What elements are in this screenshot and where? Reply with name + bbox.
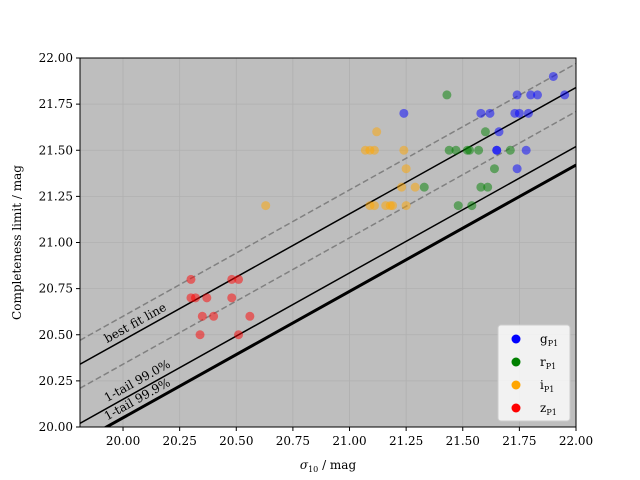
point <box>410 182 420 192</box>
y-tick-label: 20.00 <box>39 420 73 434</box>
point <box>369 145 379 155</box>
fit-line <box>103 163 576 427</box>
point <box>526 90 536 100</box>
point <box>465 145 475 155</box>
point <box>485 108 495 118</box>
y-tick-label: 20.25 <box>39 374 73 388</box>
point <box>521 145 531 155</box>
point <box>369 201 379 211</box>
point <box>532 90 542 100</box>
legend: gP1 rP1 iP1 zP1 <box>497 324 571 422</box>
point <box>483 182 493 192</box>
x-tick-label: 21.75 <box>502 434 536 448</box>
legend-label: zP1 <box>540 401 557 417</box>
y-tick-label: 22.00 <box>39 51 73 65</box>
y-tick-label: 21.00 <box>39 236 73 250</box>
point <box>191 293 201 303</box>
point <box>512 90 522 100</box>
point <box>401 201 411 211</box>
fit-line <box>80 62 576 341</box>
point <box>444 145 454 155</box>
point <box>474 145 484 155</box>
point <box>492 145 502 155</box>
point <box>505 145 515 155</box>
legend-marker <box>511 380 521 390</box>
point <box>195 330 205 340</box>
x-tick-label: 20.00 <box>106 434 140 448</box>
point <box>480 127 490 137</box>
point <box>494 127 504 137</box>
point <box>451 145 461 155</box>
point <box>419 182 429 192</box>
y-tick-label: 20.50 <box>39 328 73 342</box>
point <box>512 164 522 174</box>
point <box>514 108 524 118</box>
point <box>476 108 486 118</box>
point <box>234 330 244 340</box>
x-tick-label: 21.00 <box>332 434 366 448</box>
point <box>234 274 244 284</box>
point <box>397 182 407 192</box>
point <box>548 71 558 81</box>
fit-line <box>80 145 576 424</box>
point <box>388 201 398 211</box>
legend-marker <box>511 357 521 367</box>
point <box>202 293 212 303</box>
point <box>227 293 237 303</box>
point <box>442 90 452 100</box>
fit-line <box>80 110 576 389</box>
point <box>261 201 271 211</box>
point <box>399 145 409 155</box>
point <box>186 274 196 284</box>
legend-marker <box>511 334 521 344</box>
point <box>453 201 463 211</box>
point <box>399 108 409 118</box>
y-axis-label: Completeness limit / mag <box>10 165 24 320</box>
x-tick-label: 20.25 <box>162 434 196 448</box>
x-tick-label: 22.00 <box>559 434 593 448</box>
legend-label: iP1 <box>540 378 554 394</box>
point <box>227 274 237 284</box>
plot <box>80 62 576 427</box>
y-tick-label: 20.75 <box>39 282 73 296</box>
x-axis-label: σ10 / mag <box>300 458 357 474</box>
legend-box <box>497 324 571 422</box>
y-tick-label: 21.50 <box>39 143 73 157</box>
point <box>245 311 255 321</box>
point <box>467 201 477 211</box>
point <box>476 182 486 192</box>
y-tick-label: 21.75 <box>39 97 73 111</box>
legend-label: gP1 <box>540 332 558 348</box>
legend-label: rP1 <box>540 355 556 371</box>
x-tick-label: 20.50 <box>219 434 253 448</box>
fit-line <box>80 86 576 365</box>
point <box>523 108 533 118</box>
point <box>197 311 207 321</box>
legend-marker <box>511 403 521 413</box>
point <box>372 127 382 137</box>
x-tick-label: 21.25 <box>389 434 423 448</box>
point <box>489 164 499 174</box>
x-tick-label: 20.75 <box>276 434 310 448</box>
point <box>560 90 570 100</box>
point <box>401 164 411 174</box>
point <box>209 311 219 321</box>
y-tick-label: 21.25 <box>39 189 73 203</box>
x-tick-label: 21.50 <box>446 434 480 448</box>
